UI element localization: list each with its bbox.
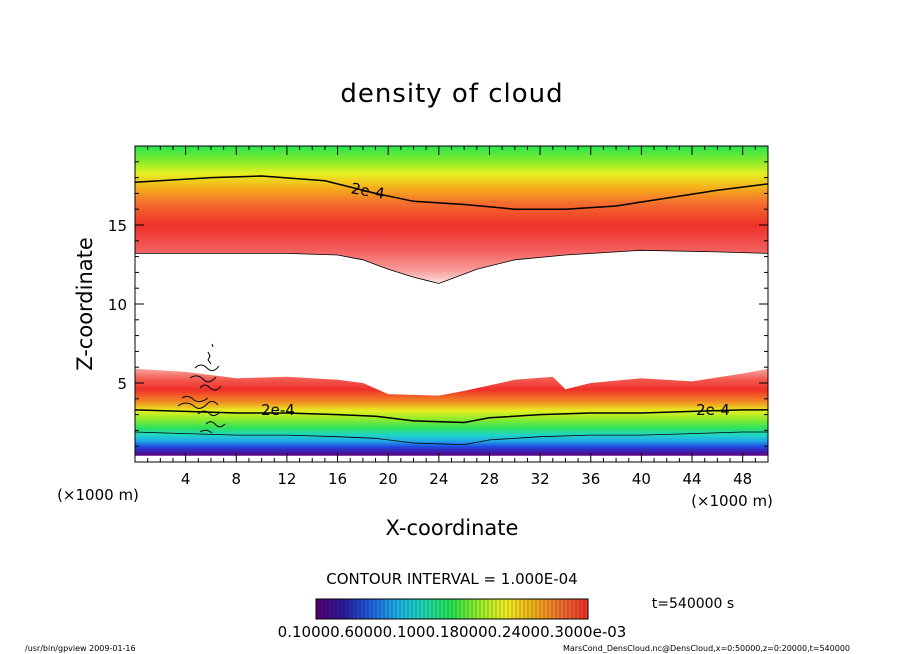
x-tick-label: 16 [328, 470, 347, 488]
y-axis-label: Z-coordinate [73, 237, 97, 371]
x-tick-label: 48 [733, 470, 752, 488]
contour-label-lower-right: 2e-4 [696, 401, 730, 419]
y-tick-label: 10 [108, 296, 127, 314]
y-tick-label: 15 [108, 217, 127, 235]
x-axis-ticks: 4 8 12 16 20 24 28 32 36 40 44 48 [134, 146, 769, 488]
time-label: t=540000 s [652, 596, 734, 612]
lower-cloud-layer [135, 368, 768, 456]
x-tick-label: 32 [531, 470, 550, 488]
x-tick-label: 4 [181, 470, 191, 488]
x-tick-label: 40 [632, 470, 651, 488]
x-tick-label: 24 [429, 470, 448, 488]
upper-contour-line [135, 175, 768, 210]
lower-contour-line-2 [135, 431, 768, 446]
colorbar-tick-labels: 0.10000.60000.1000.180000.24000.3000e-03 [278, 623, 627, 641]
contour-noise-cluster [177, 343, 226, 434]
x-axis-unit-label: (×1000 m) [691, 492, 773, 510]
x-tick-label: 28 [480, 470, 499, 488]
chart-title: density of cloud [340, 79, 563, 109]
x-axis-label: X-coordinate [386, 516, 519, 540]
y-axis-unit-label: (×1000 m) [57, 486, 139, 504]
contour-label-upper: 2e-4 [350, 179, 386, 203]
footer-right: MarsCond_DensCloud.nc@DensCloud,x=0:5000… [563, 644, 850, 653]
y-tick-label: 5 [117, 375, 127, 393]
lower-contour-line [135, 409, 768, 424]
upper-cloud-layer [135, 146, 768, 284]
upper-layer-bottom-contour [135, 249, 768, 284]
plot-area: 2e-4 2e-4 2e-4 [135, 146, 768, 462]
x-tick-label: 8 [232, 470, 242, 488]
y-axis-ticks: 5 10 15 [108, 145, 768, 463]
contour-interval-label: CONTOUR INTERVAL = 1.000E-04 [326, 570, 577, 588]
x-tick-label: 20 [379, 470, 398, 488]
contour-label-lower-left: 2e-4 [261, 401, 295, 419]
colorbar-stripes [315, 599, 585, 619]
x-tick-label: 44 [682, 470, 701, 488]
footer-left: /usr/bin/gpview 2009-01-16 [25, 644, 136, 653]
x-tick-label: 36 [581, 470, 600, 488]
x-tick-label: 12 [277, 470, 296, 488]
